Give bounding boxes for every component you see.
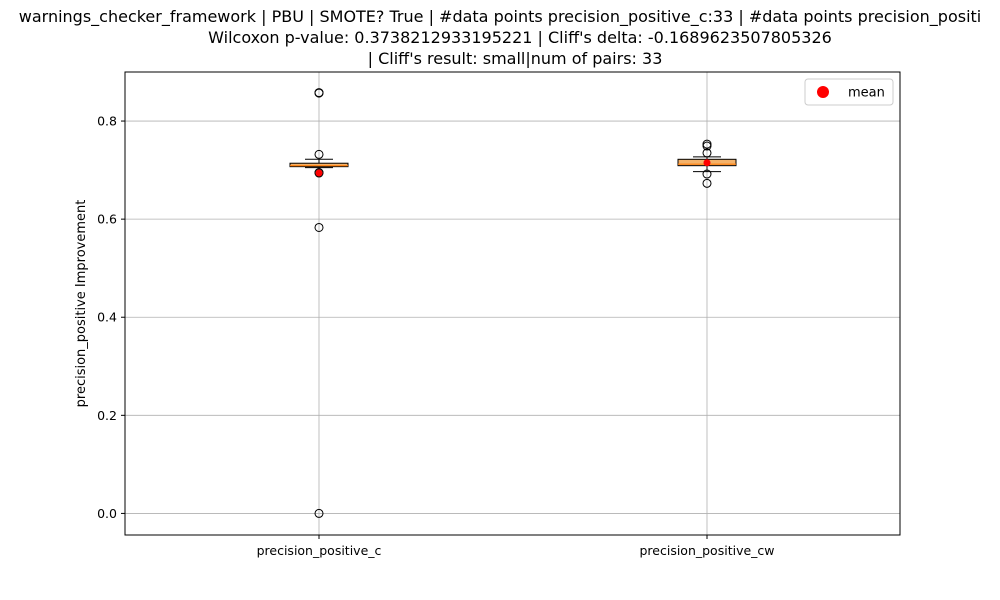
title-line-3: | Cliff's result: small|num of pairs: 33 xyxy=(368,49,663,68)
y-tick-label: 0.8 xyxy=(97,114,117,129)
legend-mean-marker xyxy=(817,86,829,98)
y-tick-label: 0.4 xyxy=(97,310,117,325)
legend-box xyxy=(804,78,894,106)
y-tick-label: 0.6 xyxy=(97,212,117,227)
mean-marker xyxy=(703,159,711,167)
grid xyxy=(125,72,900,535)
outlier-point xyxy=(314,149,324,159)
chart-title: warnings_checker_framework | PBU | SMOTE… xyxy=(19,7,981,68)
outlier-point xyxy=(314,88,324,98)
y-axis-label: precision_positive Improvement xyxy=(74,200,89,408)
outlier-point xyxy=(702,141,712,151)
axis-ticks: 0.0 0.2 0.4 0.6 0.8 precision_positive_c preci… xyxy=(97,114,774,558)
plot-area xyxy=(289,88,737,518)
y-tick-label: 0.2 xyxy=(97,408,117,423)
legend: mean xyxy=(804,78,894,106)
outlier-point xyxy=(702,148,712,158)
axes-frame xyxy=(124,71,901,536)
mean-marker xyxy=(315,169,323,177)
box-body xyxy=(289,162,349,168)
x-tick-label: precision_positive_c xyxy=(257,543,382,558)
outlier-point xyxy=(702,178,712,188)
title-line-1: warnings_checker_framework | PBU | SMOTE… xyxy=(19,7,981,27)
outlier-point xyxy=(702,169,712,179)
outlier-point xyxy=(314,222,324,232)
x-tick-label: precision_positive_cw xyxy=(639,543,774,558)
outlier-point xyxy=(314,508,324,518)
outlier-point xyxy=(314,168,324,178)
legend-mean-label: mean xyxy=(848,86,885,101)
y-tick-label: 0.0 xyxy=(97,506,117,521)
box-precision_positive_cw xyxy=(677,139,737,188)
title-line-2: Wilcoxon p-value: 0.3738212933195221 | C… xyxy=(208,28,832,47)
box-precision_positive_c xyxy=(289,88,349,518)
